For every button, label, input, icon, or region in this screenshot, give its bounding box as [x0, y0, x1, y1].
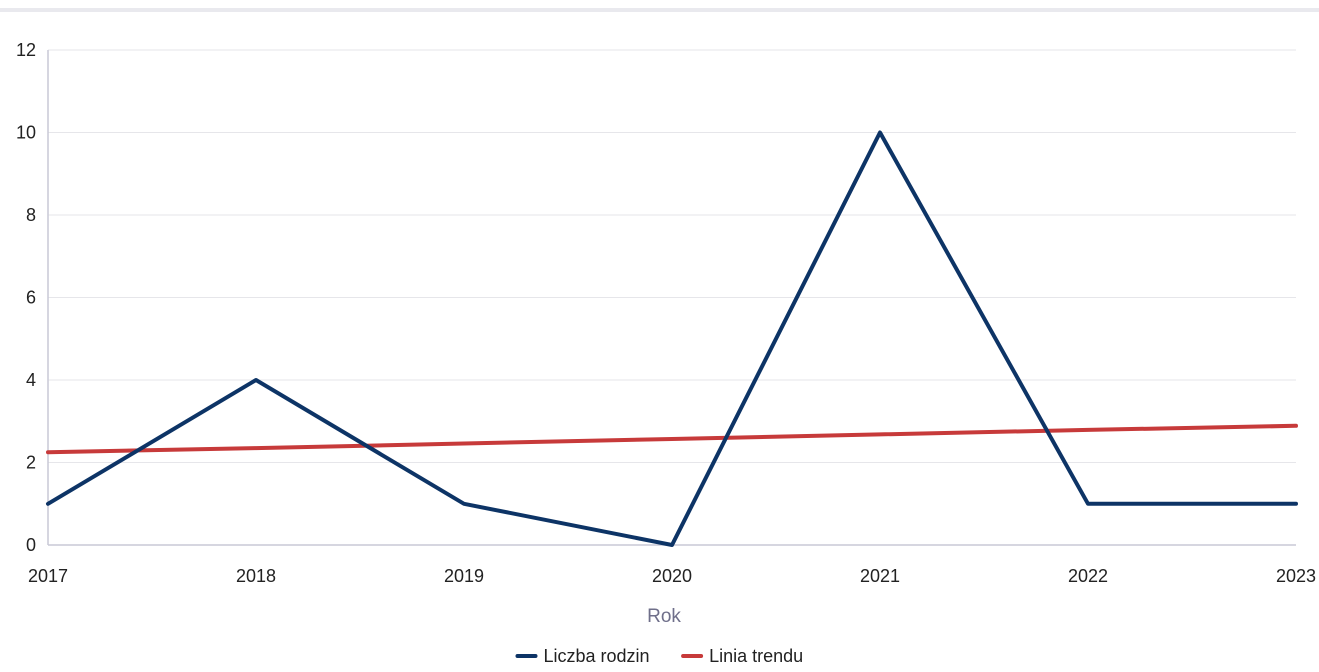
- legend-item-liczba-rodzin[interactable]: Liczba rodzin: [515, 646, 650, 666]
- x-tick-label: 2022: [1068, 566, 1108, 586]
- x-tick-label: 2019: [444, 566, 484, 586]
- y-tick-label: 2: [26, 453, 36, 473]
- tick-labels: 0 2 4 6 8 10 12 2017 2018 2019 2020 2021 2022 2023: [16, 40, 1316, 586]
- series-line-liczba-rodzin: [46, 130, 1298, 547]
- series-line-linia-trendu: [46, 423, 1298, 455]
- legend-label: Linia trendu: [709, 646, 803, 666]
- y-tick-label: 0: [26, 535, 36, 555]
- x-tick-label: 2023: [1276, 566, 1316, 586]
- legend: Liczba rodzin Linia trendu: [515, 646, 803, 666]
- x-tick-label: 2018: [236, 566, 276, 586]
- y-tick-label: 10: [16, 123, 36, 143]
- y-tick-label: 6: [26, 288, 36, 308]
- x-tick-label: 2021: [860, 566, 900, 586]
- y-tick-label: 8: [26, 205, 36, 225]
- y-tick-label: 4: [26, 370, 36, 390]
- y-tick-label: 12: [16, 40, 36, 60]
- x-tick-label: 2017: [28, 566, 68, 586]
- legend-item-linia-trendu[interactable]: Linia trendu: [681, 646, 803, 666]
- gridlines: [48, 49, 1296, 463]
- x-tick-label: 2020: [652, 566, 692, 586]
- top-divider: [0, 0, 1319, 12]
- series-lines: [46, 130, 1298, 547]
- legend-label: Liczba rodzin: [544, 646, 650, 666]
- x-axis-title: Rok: [647, 606, 681, 627]
